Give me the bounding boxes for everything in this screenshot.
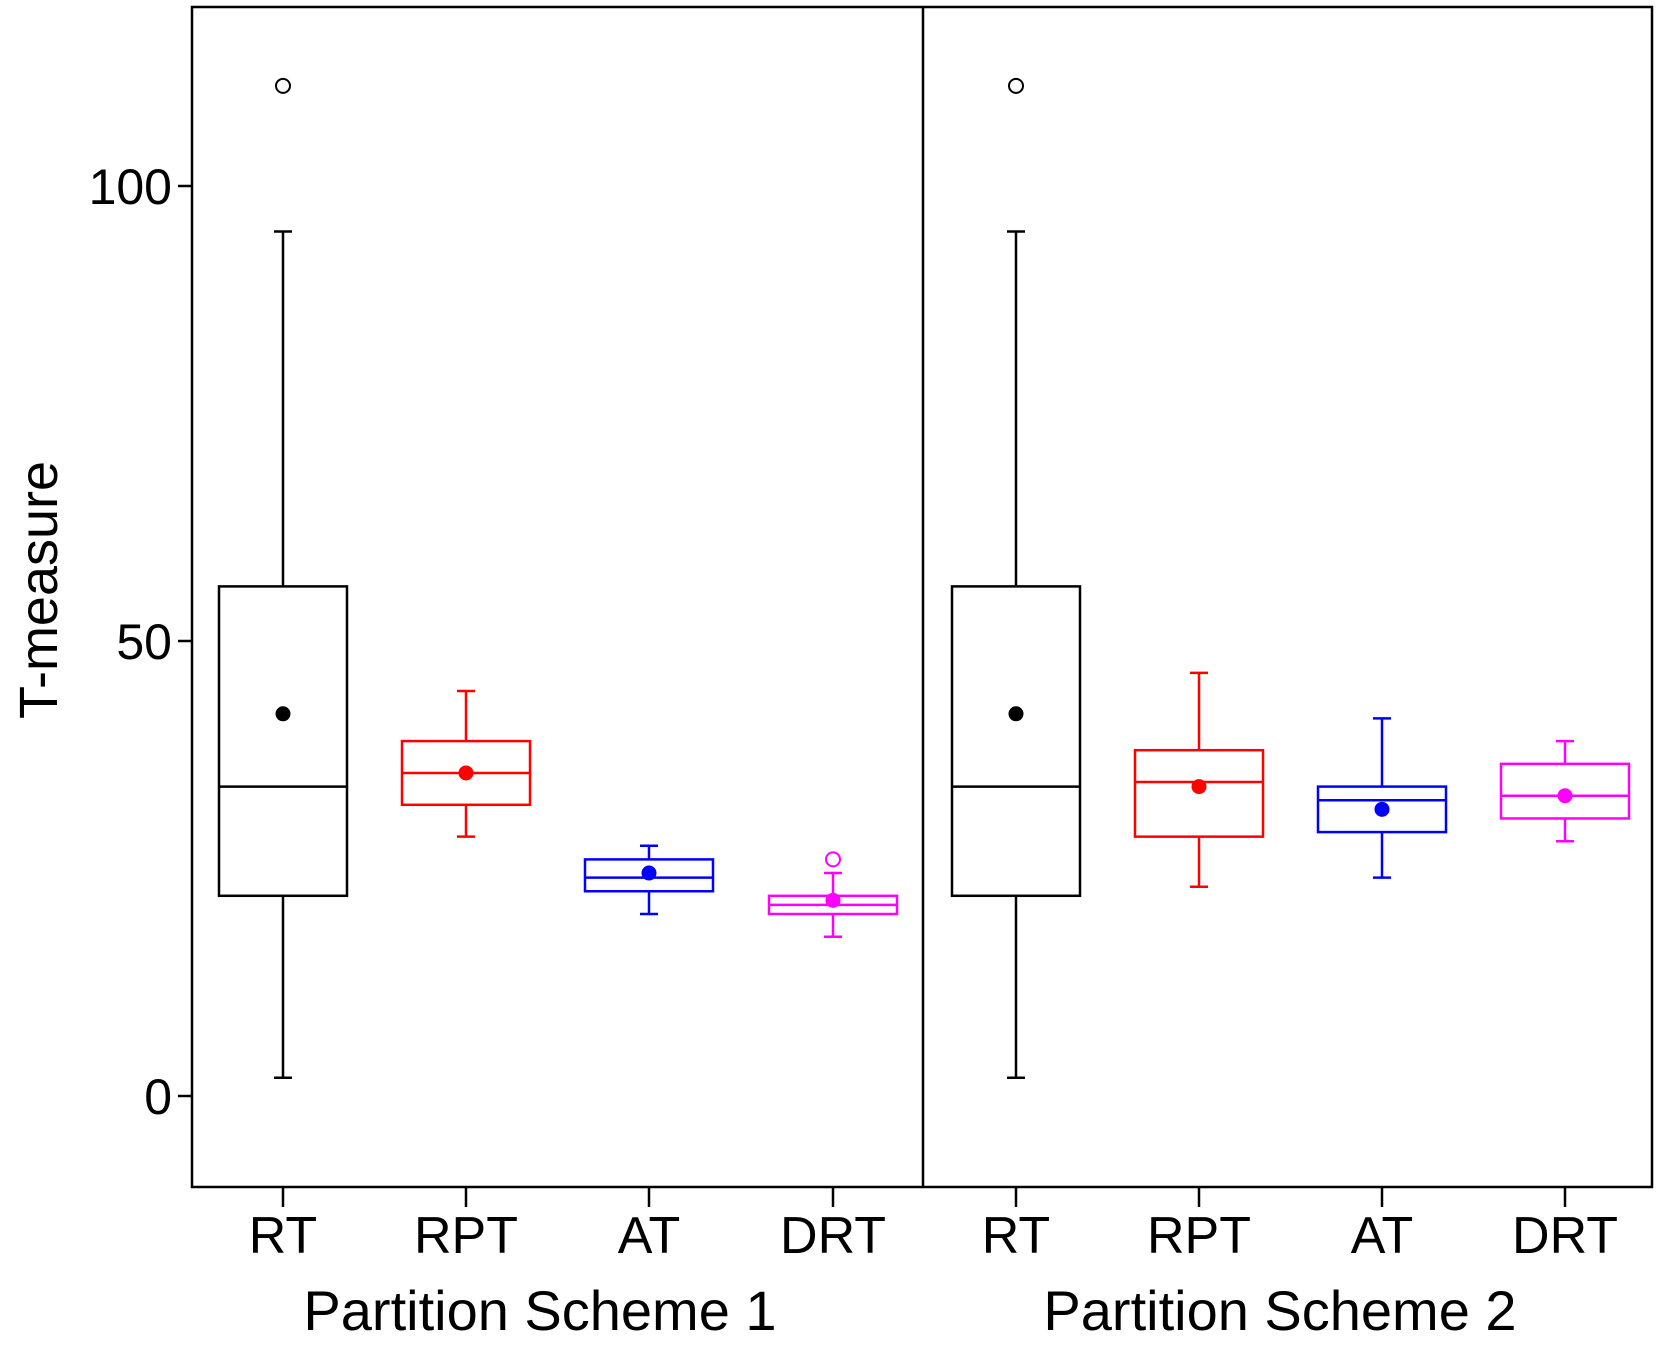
y-axis-title: T-measure: [9, 461, 69, 719]
x-tick-label-rpt: RPT: [414, 1207, 518, 1265]
x-tick-label-at: AT: [618, 1207, 681, 1265]
group-label-1: Partition Scheme 1: [303, 1279, 776, 1342]
mean-point: [275, 706, 291, 722]
x-tick-label-drt: DRT: [780, 1207, 886, 1265]
box-drt-group-2: [1499, 739, 1631, 843]
outlier-point: [275, 77, 291, 94]
group-label-2: Partition Scheme 2: [1043, 1279, 1516, 1342]
y-tick-label: 0: [144, 1069, 172, 1125]
mean-point: [1008, 706, 1024, 722]
mean-point: [1191, 779, 1207, 795]
box-drt-group-1: [767, 851, 899, 938]
y-tick-label: 50: [116, 614, 172, 670]
mean-point: [1374, 801, 1390, 817]
mean-point: [825, 892, 841, 908]
mean-point: [641, 865, 657, 881]
outlier-point: [1008, 77, 1024, 94]
box-at-group-2: [1316, 717, 1448, 879]
box-at-group-1: [583, 844, 715, 916]
x-tick-label-rt: RT: [982, 1207, 1050, 1265]
outlier-point: [825, 851, 841, 868]
box-rt-group-1: [217, 77, 349, 1080]
box-rpt-group-1: [400, 689, 532, 838]
iqr-box: [217, 585, 349, 898]
mean-point: [458, 765, 474, 781]
y-tick-label: 100: [89, 159, 172, 215]
x-tick-label-rpt: RPT: [1147, 1207, 1251, 1265]
box-rt-group-2: [950, 77, 1082, 1080]
mean-point: [1557, 788, 1573, 804]
x-tick-label-at: AT: [1351, 1207, 1414, 1265]
x-tick-label-rt: RT: [249, 1207, 317, 1265]
x-tick-label-drt: DRT: [1512, 1207, 1618, 1265]
box-rpt-group-2: [1133, 671, 1265, 888]
iqr-box: [950, 585, 1082, 898]
